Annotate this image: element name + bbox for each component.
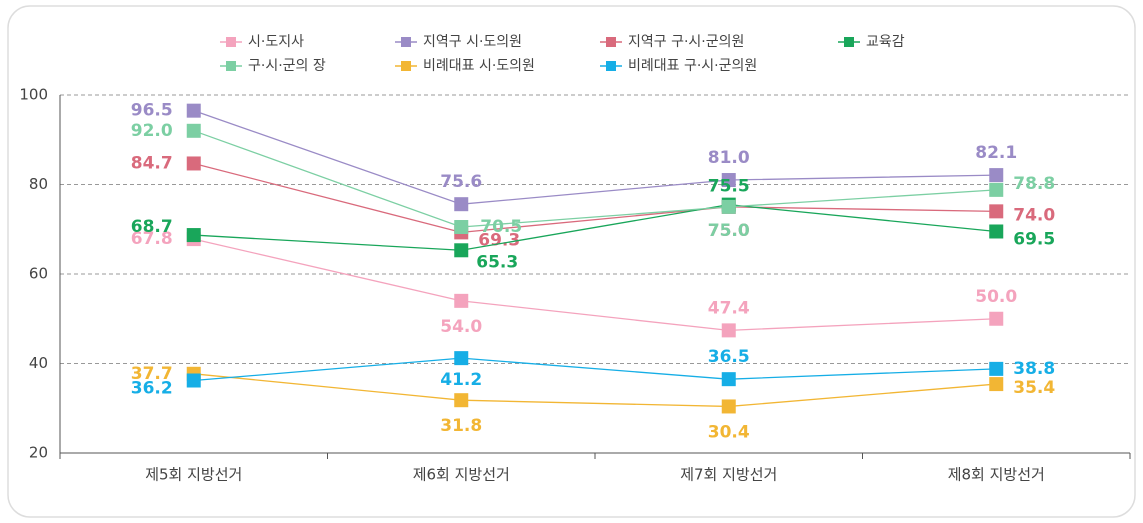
frame	[7, 5, 1136, 518]
point-marker	[186, 123, 201, 138]
point-marker	[721, 199, 736, 214]
value-label: 75.0	[708, 221, 750, 241]
point-marker	[186, 156, 201, 171]
value-label: 30.4	[708, 422, 750, 442]
point-marker	[721, 372, 736, 387]
value-label: 75.5	[708, 177, 750, 197]
value-label: 75.0	[708, 221, 750, 241]
value-label: 41.2	[440, 370, 482, 390]
value-label: 37.7	[131, 364, 173, 384]
legend-label: 비례대표 시·도의원	[423, 58, 535, 74]
legend-marker	[401, 61, 411, 71]
legend-marker	[401, 37, 411, 47]
legend-label: 지역구 구·시·군의원	[628, 34, 744, 50]
y-tick-label: 60	[29, 265, 48, 283]
value-label: 31.8	[440, 416, 482, 436]
x-tick-label: 제7회 지방선거	[680, 466, 777, 484]
point-marker	[454, 293, 469, 308]
series-line	[193, 203, 997, 251]
legend-label: 시·도지사	[248, 34, 304, 50]
legend-marker	[226, 37, 236, 47]
point-marker	[989, 377, 1004, 392]
point-marker	[186, 228, 201, 243]
value-label: 35.4	[1013, 378, 1055, 398]
value-label: 69.5	[1013, 229, 1055, 249]
legend-label: 비례대표 구·시·군의원	[628, 58, 757, 74]
value-label: 65.3	[476, 252, 518, 272]
value-label: 78.8	[1013, 174, 1055, 194]
series-line	[193, 110, 997, 205]
point-marker	[989, 311, 1004, 326]
value-label: 47.4	[708, 298, 750, 318]
point-marker	[721, 323, 736, 338]
point-marker	[989, 168, 1004, 183]
series-line	[193, 130, 997, 228]
point-marker	[989, 204, 1004, 219]
series-line	[193, 162, 997, 234]
legend-label: 교육감	[866, 34, 905, 50]
legend-label: 구·시·군의 장	[248, 58, 326, 74]
point-marker	[454, 351, 469, 366]
x-tick-label: 제6회 지방선거	[413, 466, 510, 484]
legend-marker	[226, 61, 236, 71]
value-label: 36.5	[708, 347, 750, 367]
value-label: 92.0	[131, 121, 173, 141]
value-label: 36.2	[131, 379, 173, 399]
series-line	[193, 373, 997, 408]
y-tick-label: 40	[29, 354, 48, 372]
value-label: 75.6	[440, 172, 482, 192]
value-label: 67.8	[131, 229, 173, 249]
x-tick-label: 제5회 지방선거	[145, 466, 242, 484]
value-label: 54.0	[440, 317, 482, 337]
point-marker	[989, 224, 1004, 239]
value-label: 68.7	[131, 217, 173, 237]
legend-label: 지역구 시·도의원	[423, 34, 522, 50]
legend-marker	[606, 37, 616, 47]
y-tick-label: 80	[29, 175, 48, 193]
y-tick-label: 20	[29, 444, 48, 462]
point-marker	[454, 243, 469, 258]
point-marker	[454, 393, 469, 408]
x-tick-label: 제8회 지방선거	[948, 466, 1045, 484]
legend-marker	[606, 61, 616, 71]
value-label: 50.0	[975, 287, 1017, 307]
value-label: 81.0	[708, 148, 750, 168]
y-tick-label: 100	[19, 86, 48, 104]
point-marker	[989, 182, 1004, 197]
value-label: 82.1	[975, 143, 1017, 163]
value-label: 74.0	[1013, 205, 1055, 225]
value-label: 38.8	[1013, 359, 1055, 379]
point-marker	[186, 373, 201, 388]
point-marker	[454, 197, 469, 212]
point-marker	[721, 399, 736, 414]
value-label: 84.7	[131, 153, 173, 173]
series-line	[193, 357, 997, 382]
point-marker	[721, 173, 736, 188]
series-line	[193, 238, 997, 332]
value-label: 70.5	[480, 217, 522, 237]
legend-marker	[844, 37, 854, 47]
point-marker	[186, 103, 201, 118]
point-marker	[989, 361, 1004, 376]
point-marker	[454, 220, 469, 235]
value-label: 96.5	[131, 101, 173, 121]
